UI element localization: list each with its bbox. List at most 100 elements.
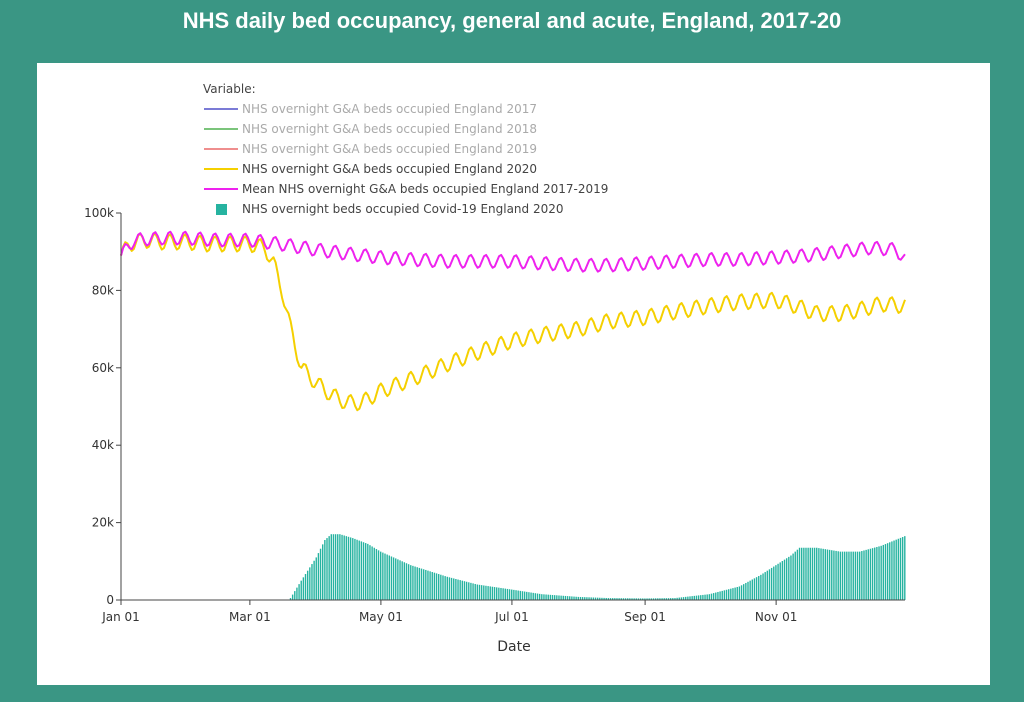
covid-bar[interactable]	[334, 534, 337, 600]
covid-bar[interactable]	[538, 593, 541, 600]
covid-bar[interactable]	[575, 596, 577, 600]
covid-bar[interactable]	[745, 582, 747, 600]
covid-bar[interactable]	[470, 582, 472, 600]
covid-bar[interactable]	[624, 598, 627, 600]
covid-bar[interactable]	[425, 569, 427, 600]
covid-bar[interactable]	[837, 551, 839, 600]
covid-bar[interactable]	[504, 588, 506, 600]
covid-bar[interactable]	[313, 560, 315, 600]
series-line[interactable]	[120, 232, 906, 412]
covid-bar[interactable]	[693, 595, 695, 600]
covid-bar[interactable]	[472, 583, 474, 600]
covid-bar[interactable]	[553, 595, 556, 600]
covid-bar[interactable]	[549, 594, 552, 600]
covid-bar[interactable]	[871, 548, 874, 600]
covid-bar[interactable]	[738, 586, 741, 600]
covid-bar[interactable]	[343, 535, 345, 601]
covid-bar[interactable]	[556, 595, 558, 600]
covid-bar[interactable]	[766, 570, 769, 600]
covid-bar[interactable]	[442, 575, 444, 600]
legend-item[interactable]: NHS overnight G&A beds occupied England …	[204, 122, 537, 136]
covid-bar[interactable]	[339, 534, 341, 600]
covid-bar[interactable]	[783, 559, 786, 600]
covid-bar[interactable]	[412, 565, 414, 600]
covid-bar[interactable]	[401, 561, 403, 600]
covid-bar[interactable]	[650, 598, 653, 600]
covid-bar[interactable]	[891, 541, 893, 600]
covid-bar[interactable]	[727, 589, 730, 600]
covid-bar[interactable]	[736, 587, 738, 600]
covid-bar[interactable]	[616, 598, 618, 600]
covid-bar[interactable]	[712, 593, 715, 600]
covid-bar[interactable]	[611, 598, 614, 600]
covid-bar[interactable]	[622, 598, 625, 600]
covid-bar[interactable]	[652, 598, 655, 600]
covid-bar[interactable]	[397, 559, 399, 600]
covid-bar[interactable]	[306, 570, 309, 600]
covid-bar[interactable]	[605, 597, 607, 600]
covid-bar[interactable]	[354, 538, 356, 600]
covid-bar[interactable]	[620, 598, 622, 600]
covid-bar[interactable]	[491, 586, 494, 600]
covid-bar[interactable]	[341, 534, 343, 600]
covid-bar[interactable]	[592, 597, 595, 600]
covid-bar[interactable]	[450, 577, 453, 600]
covid-bar[interactable]	[852, 551, 854, 601]
covid-bar[interactable]	[422, 569, 425, 600]
covid-bar[interactable]	[463, 581, 466, 600]
covid-bar[interactable]	[773, 566, 775, 600]
covid-bar[interactable]	[869, 548, 872, 600]
covid-bar[interactable]	[543, 594, 545, 600]
covid-bar[interactable]	[599, 597, 601, 600]
covid-bar[interactable]	[770, 567, 773, 600]
covid-bar[interactable]	[841, 551, 844, 601]
covid-bar[interactable]	[326, 538, 328, 600]
covid-bar[interactable]	[315, 557, 317, 600]
covid-bar[interactable]	[646, 598, 648, 600]
covid-bar[interactable]	[349, 537, 352, 600]
covid-bar[interactable]	[627, 598, 629, 600]
covid-bar[interactable]	[294, 591, 296, 600]
covid-bar[interactable]	[440, 574, 442, 600]
covid-bar[interactable]	[762, 573, 764, 600]
covid-bar[interactable]	[785, 558, 788, 600]
covid-bar[interactable]	[478, 584, 481, 600]
covid-bar[interactable]	[558, 595, 560, 600]
covid-bar[interactable]	[755, 577, 758, 600]
covid-bar[interactable]	[747, 581, 749, 600]
covid-bar[interactable]	[899, 537, 902, 600]
covid-bar[interactable]	[768, 569, 771, 600]
covid-bar[interactable]	[364, 543, 367, 600]
legend-item[interactable]: NHS overnight G&A beds occupied England …	[204, 102, 537, 116]
covid-bar[interactable]	[375, 549, 378, 600]
covid-bar[interactable]	[607, 598, 610, 600]
covid-bar[interactable]	[416, 567, 418, 600]
covid-bar[interactable]	[816, 547, 818, 600]
covid-bar[interactable]	[577, 596, 580, 600]
covid-bar[interactable]	[311, 564, 313, 600]
covid-bar[interactable]	[453, 578, 455, 600]
covid-bar[interactable]	[725, 589, 728, 600]
covid-bar[interactable]	[639, 598, 642, 600]
covid-bar[interactable]	[414, 566, 416, 600]
covid-bar[interactable]	[405, 563, 408, 600]
covid-bar[interactable]	[781, 561, 784, 600]
covid-bar[interactable]	[601, 597, 603, 600]
covid-bar[interactable]	[839, 551, 842, 601]
covid-bar[interactable]	[880, 545, 882, 600]
covid-bar[interactable]	[347, 536, 350, 600]
covid-bar[interactable]	[730, 588, 732, 600]
covid-bar[interactable]	[813, 547, 816, 600]
covid-bar[interactable]	[644, 598, 646, 600]
covid-bar[interactable]	[571, 596, 573, 600]
covid-bar[interactable]	[803, 547, 805, 600]
covid-bar[interactable]	[665, 598, 668, 600]
covid-bar[interactable]	[584, 597, 586, 600]
covid-bar[interactable]	[858, 551, 861, 601]
covid-bar[interactable]	[508, 589, 511, 600]
covid-bar[interactable]	[457, 579, 459, 600]
covid-bar[interactable]	[633, 598, 635, 600]
covid-bar[interactable]	[874, 547, 876, 600]
covid-bar[interactable]	[298, 584, 300, 600]
covid-bar[interactable]	[493, 587, 496, 600]
